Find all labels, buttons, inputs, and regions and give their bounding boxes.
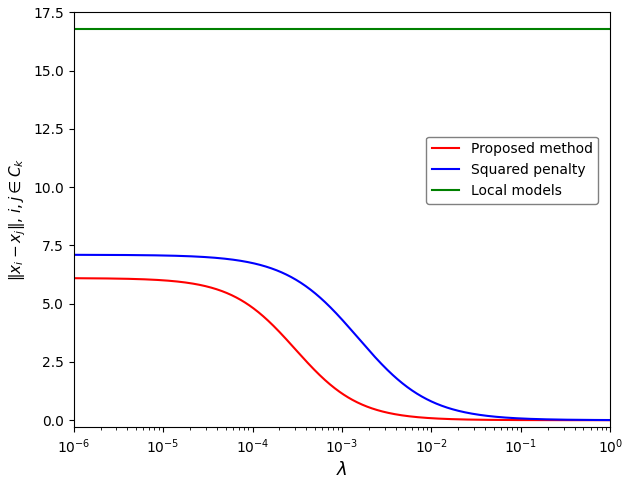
X-axis label: $\lambda$: $\lambda$ <box>336 461 348 479</box>
Squared penalty <box>607 417 614 423</box>
Proposed method <box>488 417 496 423</box>
Squared penalty <box>498 415 506 420</box>
Local models <box>438 26 446 32</box>
Local models <box>287 26 294 32</box>
Line: Proposed method: Proposed method <box>74 278 610 420</box>
Squared penalty <box>287 274 294 279</box>
Proposed method <box>607 417 614 423</box>
Squared penalty <box>488 414 496 419</box>
Squared penalty <box>125 252 132 258</box>
Proposed method <box>70 275 77 281</box>
Proposed method <box>125 276 132 282</box>
Local models <box>498 26 506 32</box>
Squared penalty <box>438 403 446 409</box>
Squared penalty <box>70 252 77 258</box>
Proposed method <box>287 341 294 347</box>
Local models <box>488 26 496 32</box>
Legend: Proposed method, Squared penalty, Local models: Proposed method, Squared penalty, Local … <box>426 137 598 204</box>
Local models <box>607 26 614 32</box>
Proposed method <box>438 416 446 422</box>
Line: Squared penalty: Squared penalty <box>74 255 610 420</box>
Proposed method <box>498 417 506 423</box>
Local models <box>125 26 132 32</box>
Proposed method <box>306 363 314 368</box>
Squared penalty <box>306 286 314 292</box>
Y-axis label: $\|x_i - x_j\|$, $i, j \in C_k$: $\|x_i - x_j\|$, $i, j \in C_k$ <box>7 158 28 281</box>
Local models <box>70 26 77 32</box>
Local models <box>306 26 314 32</box>
